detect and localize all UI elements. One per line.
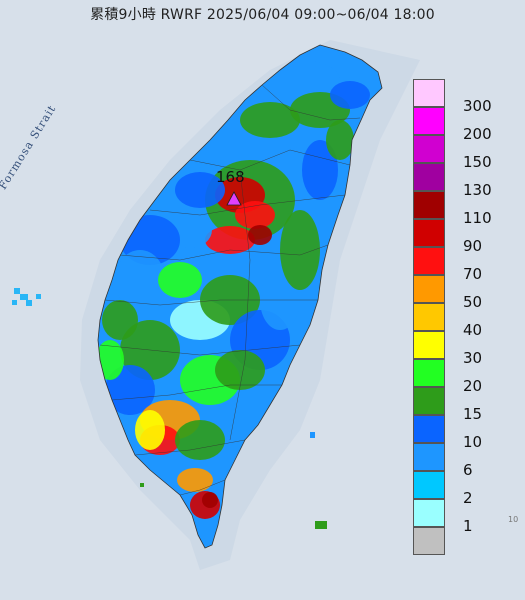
legend-swatch xyxy=(413,303,445,331)
rainfall-area xyxy=(330,81,370,109)
rainfall-area xyxy=(135,410,165,450)
legend-swatch xyxy=(413,275,445,303)
map-title: 累積9小時 RWRF 2025/06/04 09:00~06/04 18:00 xyxy=(90,7,435,23)
rainfall-area xyxy=(202,492,218,508)
legend-label: 200 xyxy=(463,125,492,143)
legend-swatch xyxy=(413,499,445,527)
rainfall-area xyxy=(105,365,155,415)
legend-label: 2 xyxy=(463,489,473,507)
legend-swatch xyxy=(413,135,445,163)
legend-label: 10 xyxy=(463,433,483,451)
legend-label: 70 xyxy=(463,265,483,283)
legend-swatch xyxy=(413,191,445,219)
legend-label: 300 xyxy=(463,97,492,115)
rainfall-area xyxy=(326,120,354,160)
rainfall-area xyxy=(280,210,320,290)
max-rainfall-value: 168 xyxy=(216,168,245,186)
rainfall-area xyxy=(205,226,255,254)
max-rainfall-marker xyxy=(226,191,242,206)
legend-label: 50 xyxy=(463,293,483,311)
rainfall-area xyxy=(175,420,225,460)
legend-label: 110 xyxy=(463,209,492,227)
legend-swatch xyxy=(413,163,445,191)
legend-swatch xyxy=(413,443,445,471)
rainfall-area xyxy=(98,340,124,380)
legend-label: 40 xyxy=(463,321,483,339)
legend-label: 1 xyxy=(463,517,473,535)
legend-swatch xyxy=(413,107,445,135)
rainfall-area xyxy=(248,225,272,245)
legend-label: 130 xyxy=(463,181,492,199)
legend-swatch xyxy=(413,527,445,555)
rainfall-area xyxy=(102,300,138,340)
legend-swatch xyxy=(413,79,445,107)
legend-label: 15 xyxy=(463,405,483,423)
legend-label: 6 xyxy=(463,461,473,479)
legend-swatch xyxy=(413,415,445,443)
corner-mark: 10 xyxy=(508,515,519,524)
legend-swatch xyxy=(413,387,445,415)
rainfall-area xyxy=(175,172,225,208)
legend-swatch xyxy=(413,219,445,247)
legend-swatch xyxy=(413,331,445,359)
rainfall-area xyxy=(115,250,165,310)
rainfall-area xyxy=(177,468,213,492)
legend-label: 90 xyxy=(463,237,483,255)
legend-label: 20 xyxy=(463,377,483,395)
rainfall-area xyxy=(158,262,202,298)
rainfall-area xyxy=(240,102,300,138)
rainfall-area xyxy=(235,201,275,229)
legend-swatch xyxy=(413,247,445,275)
legend-label: 30 xyxy=(463,349,483,367)
legend-label: 150 xyxy=(463,153,492,171)
legend-swatch xyxy=(413,471,445,499)
rainfall-area xyxy=(215,350,265,390)
legend-swatch xyxy=(413,359,445,387)
